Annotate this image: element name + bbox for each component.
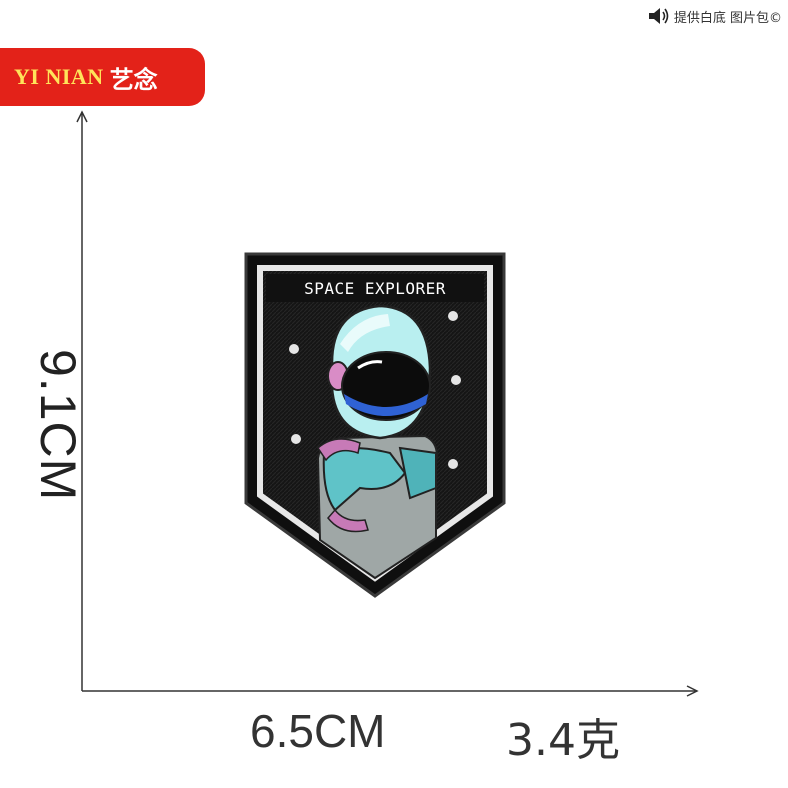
suit-strap: [327, 508, 369, 533]
helmet-shine: [340, 314, 390, 352]
horizontal-arrow-head: [686, 685, 699, 697]
suit-strap: [317, 438, 361, 462]
star-icon: [451, 375, 461, 385]
patch-title: SPACE EXPLORER: [304, 279, 446, 298]
title-band: [266, 274, 484, 302]
space-explorer-patch: SPACE EXPLORER: [244, 252, 506, 598]
stars: [289, 311, 461, 469]
watermark: 提供白底 图片包©: [648, 6, 782, 26]
width-label: 6.5CM: [250, 705, 386, 757]
astronaut-backpack: [398, 446, 437, 500]
star-icon: [291, 434, 301, 444]
astronaut-illustration: [316, 304, 438, 580]
brand-chinese: 艺念: [109, 65, 158, 94]
star-icon: [289, 344, 299, 354]
visor-reflection: [344, 394, 428, 416]
visor: [341, 351, 431, 421]
weight-label: 3.4克: [506, 715, 620, 766]
speaker-icon: [648, 8, 669, 24]
vertical-arrow-head: [76, 110, 88, 123]
brand-logo: YI NIAN 艺念: [0, 48, 205, 106]
visor-glint: [357, 360, 383, 370]
brand-latin: YI NIAN: [14, 64, 104, 89]
star-icon: [448, 459, 458, 469]
star-icon: [448, 311, 458, 321]
height-label: 9.1CM: [30, 349, 86, 502]
watermark-text: 提供白底 图片包©: [673, 10, 782, 26]
